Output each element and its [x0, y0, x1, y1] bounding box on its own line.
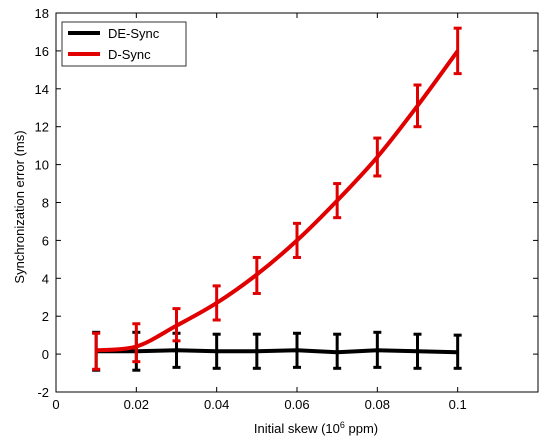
- y-tick-label: 12: [35, 120, 49, 135]
- y-tick-label: 4: [42, 271, 49, 286]
- x-tick-label: 0.1: [449, 397, 467, 412]
- x-axis-label-tail: ppm): [345, 421, 378, 436]
- y-tick-label: 10: [35, 158, 49, 173]
- legend-label-d-sync: D-Sync: [108, 47, 151, 62]
- y-tick-label: -2: [37, 385, 49, 400]
- x-axis-label-superscript: 6: [340, 420, 345, 430]
- series-d-sync: [92, 26, 462, 371]
- x-tick-label: 0.02: [124, 397, 149, 412]
- legend-box: [61, 21, 187, 67]
- y-tick-label: 18: [35, 6, 49, 21]
- x-tick-label: 0.04: [204, 397, 229, 412]
- x-axis-label: Initial skew (106 ppm): [254, 420, 378, 436]
- y-tick-label: 0: [42, 347, 49, 362]
- y-axis-label: Synchronization error (ms): [12, 130, 27, 283]
- x-tick-label: 0.06: [284, 397, 309, 412]
- legend-label-de-sync: DE-Sync: [108, 26, 160, 41]
- series-line-de-sync: [96, 348, 458, 355]
- y-tick-label: 14: [35, 82, 49, 97]
- x-axis-label-main: Initial skew (10: [254, 421, 340, 436]
- legend: DE-Sync D-Sync: [61, 21, 187, 67]
- x-tick-label: 0.08: [365, 397, 390, 412]
- y-tick-label: 6: [42, 233, 49, 248]
- series-line-d-sync: [95, 49, 460, 353]
- y-tick-label: 2: [42, 309, 49, 324]
- y-tick-label: 16: [35, 44, 49, 59]
- x-tick-label: 0: [52, 397, 59, 412]
- y-tick-label: 8: [42, 196, 49, 211]
- series-layer: [92, 26, 462, 372]
